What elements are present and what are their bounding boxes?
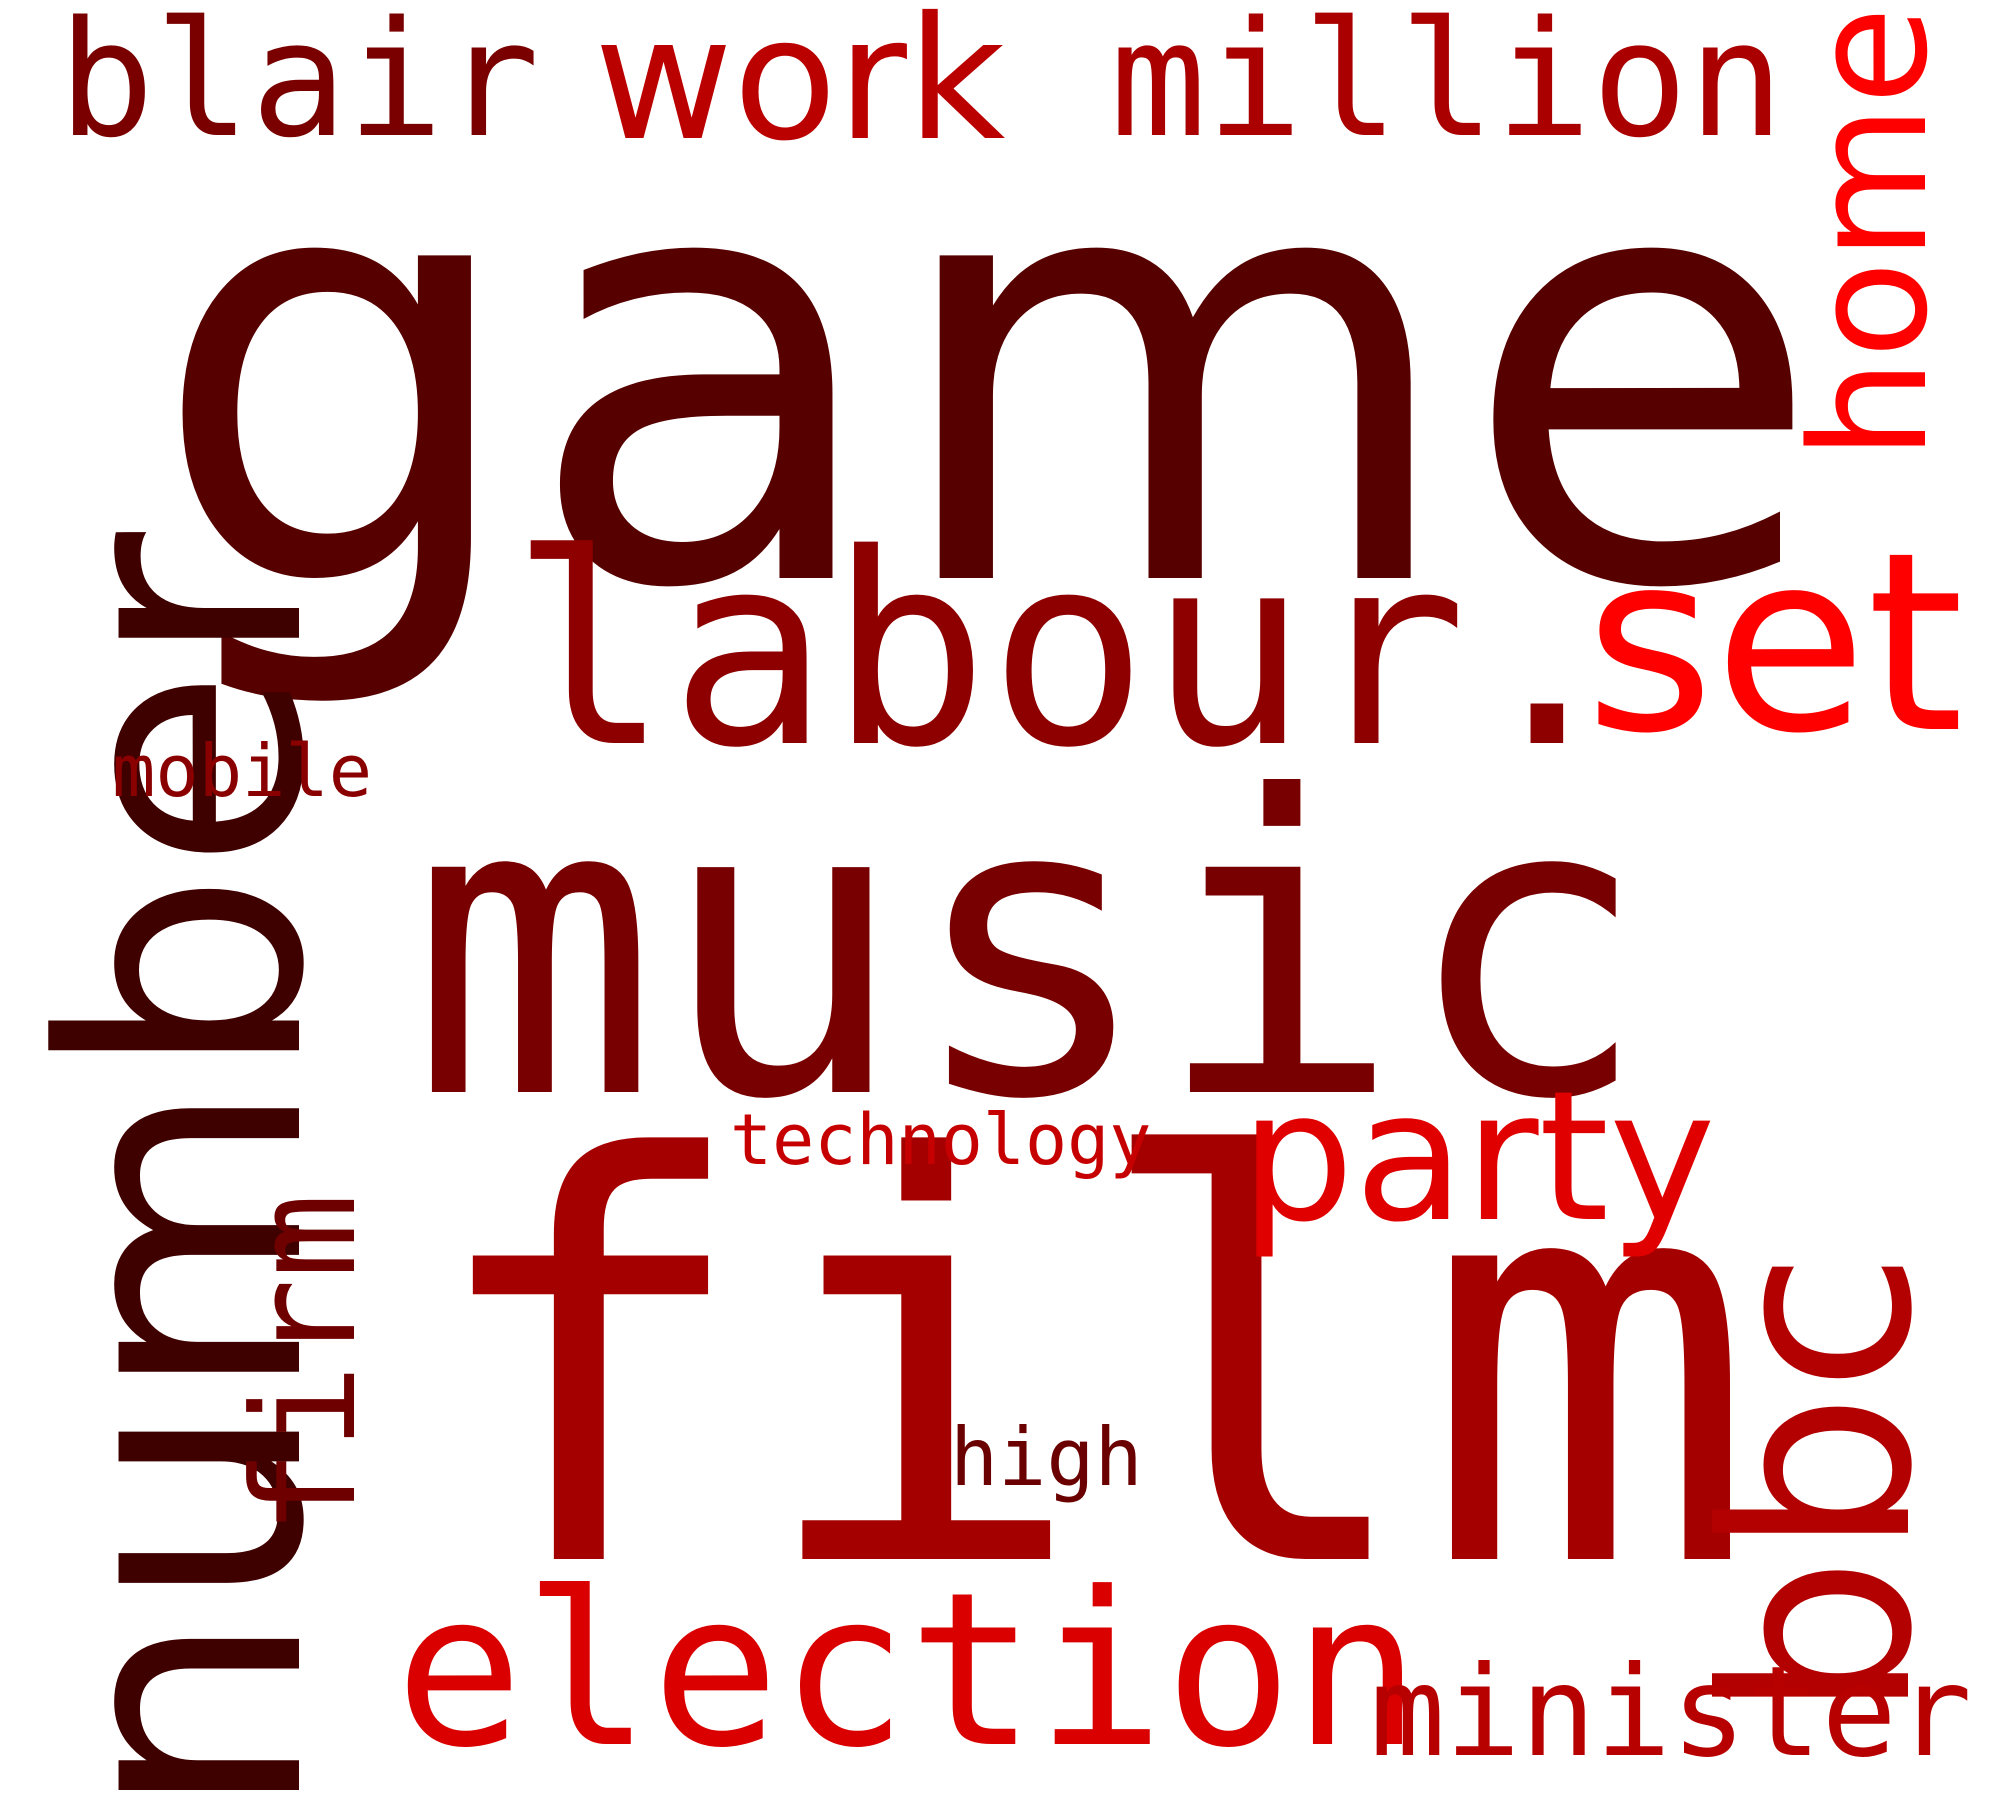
word-party: party bbox=[1240, 1053, 1716, 1262]
word-election: election bbox=[395, 1547, 1421, 1795]
word-blair: blair bbox=[58, 0, 540, 173]
word-minister: minister bbox=[1370, 1640, 1973, 1785]
word-film: film bbox=[420, 1044, 1757, 1690]
word-mobile: mobile bbox=[112, 729, 373, 813]
word-million: million bbox=[1110, 0, 1785, 173]
word-game: game bbox=[150, 31, 1824, 718]
word-home: home bbox=[1776, 6, 1963, 460]
word-work: work bbox=[594, 0, 1006, 179]
word-music: music bbox=[410, 711, 1651, 1190]
word-high: high bbox=[950, 1411, 1143, 1504]
word-number: number bbox=[0, 532, 377, 1800]
word-set: set bbox=[1585, 500, 1965, 788]
word-labour: labour. bbox=[510, 498, 1627, 806]
word-technology: technology bbox=[730, 1099, 1152, 1181]
word-firm: firm bbox=[223, 1193, 388, 1535]
